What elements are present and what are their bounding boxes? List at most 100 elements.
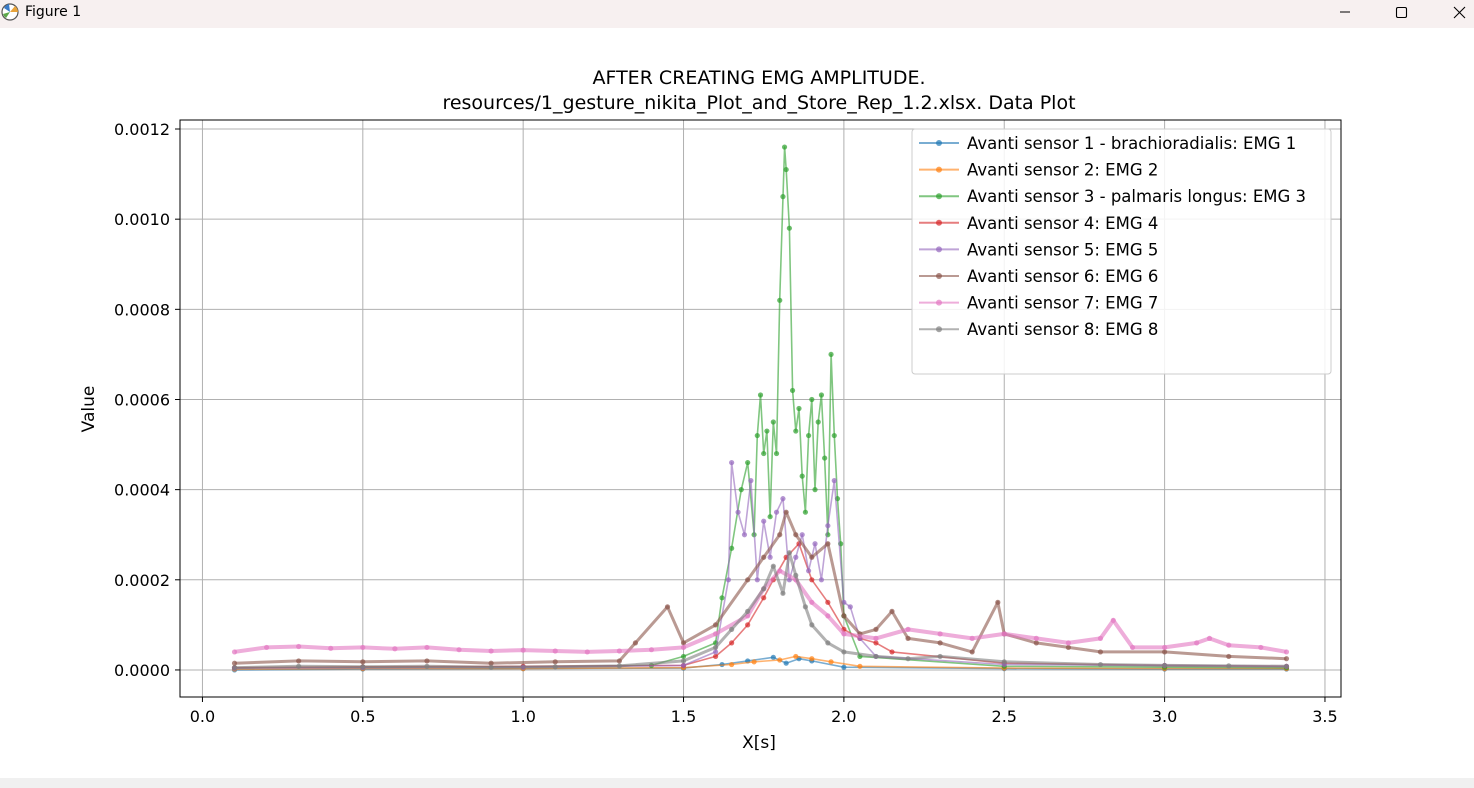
data-point [761,586,767,592]
data-point [360,659,366,665]
data-point [761,518,767,524]
data-point [1162,662,1168,669]
data-point [905,635,911,641]
data-point [786,550,792,556]
data-point [841,664,847,670]
data-point [809,599,815,605]
data-point [360,644,366,651]
data-point [828,351,834,358]
data-point [1194,640,1200,646]
legend-marker [936,219,942,226]
series-line [234,655,1287,670]
data-point [712,644,719,651]
data-point [767,514,773,520]
series-8 [231,550,1290,671]
data-point [488,660,494,666]
y-tick-label: 0.0010 [114,210,170,229]
data-point [937,640,943,646]
legend-marker [936,326,942,333]
data-point [1226,653,1232,660]
data-point [825,599,831,605]
data-point [1001,659,1007,665]
data-point [873,626,879,632]
series-line [234,146,1287,669]
data-point [857,663,863,669]
x-tick-label: 0.0 [190,707,215,726]
data-point [231,649,238,655]
data-point [802,509,809,515]
data-point [231,665,238,671]
data-point [799,532,805,538]
close-button[interactable] [1436,0,1474,24]
data-point [616,648,622,654]
data-point [1283,663,1290,669]
data-point [729,661,735,668]
data-point [825,640,831,646]
x-tick-label: 2.0 [831,707,856,726]
x-tick-label: 1.0 [510,707,535,726]
chart-subtitle: resources/1_gesture_nikita_Plot_and_Stor… [442,92,1075,114]
minimize-button[interactable] [1322,0,1368,24]
data-point [729,545,735,551]
data-point [767,554,773,560]
data-point [780,590,786,596]
series-line [234,461,1287,669]
data-point [825,523,831,529]
legend-item: Avanti sensor 8: EMG 8 [919,320,1158,339]
data-point [995,599,1001,605]
data-point [296,643,302,650]
data-point [828,659,834,665]
legend-item: Avanti sensor 7: EMG 7 [919,294,1158,313]
data-point [1065,644,1071,651]
data-point [648,647,655,653]
legend-label: Avanti sensor 2: EMG 2 [967,161,1158,180]
data-point [1110,617,1116,623]
data-point [741,532,748,538]
data-point [905,626,911,632]
data-point [889,649,895,655]
data-point [424,663,430,669]
minimize-icon [1339,6,1351,18]
data-point [680,662,687,669]
data-point [712,649,719,655]
legend-marker [936,299,942,306]
y-tick-label: 0.0000 [114,661,170,680]
data-point [841,613,847,619]
x-tick-label: 1.5 [671,707,696,726]
data-point [745,577,751,583]
data-point [815,419,821,425]
data-point [1162,649,1168,655]
legend-label: Avanti sensor 6: EMG 6 [967,267,1158,286]
data-point [764,428,770,434]
data-point [360,664,366,670]
data-point [777,297,783,303]
y-tick-label: 0.0012 [114,120,170,139]
data-point [812,541,818,547]
data-point [1033,635,1039,641]
data-point [831,432,837,439]
data-point [841,631,847,637]
data-point [831,478,837,484]
data-point [780,194,786,200]
y-tick-label: 0.0006 [114,390,170,409]
series-6 [231,509,1290,666]
legend-label: Avanti sensor 8: EMG 8 [967,320,1158,339]
tick-labels: 0.0 0.5 1.0 1.5 2.0 2.5 3.0 3.5 0.0000 0.0002 0.00… [114,120,1338,726]
legend-item: Avanti sensor 5: EMG 5 [919,240,1158,259]
data-point [873,653,879,660]
data-point [748,478,754,484]
legend-item: Avanti sensor 2: EMG 2 [919,161,1158,180]
maximize-button[interactable] [1378,0,1424,24]
data-point [754,577,760,583]
data-point [552,648,558,654]
data-point [616,663,622,669]
data-point [937,631,943,637]
data-point [745,459,751,466]
data-point [738,487,744,493]
data-point [552,664,558,670]
data-point [729,459,735,466]
legend-marker [936,273,942,279]
data-point [1226,663,1232,669]
window-titlebar: Figure 1 [0,0,1474,28]
data-point [712,653,719,660]
